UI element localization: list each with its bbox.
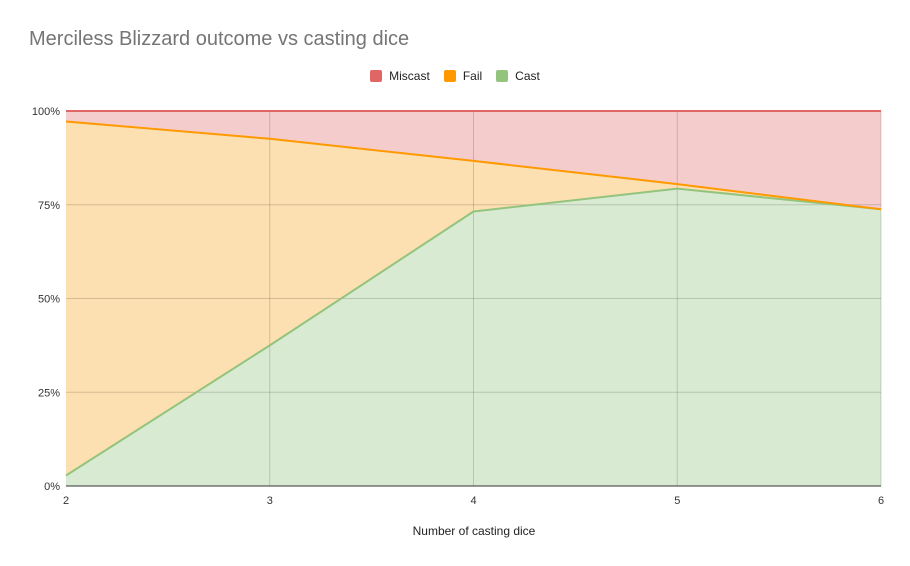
legend: Miscast Fail Cast [0, 69, 910, 83]
legend-swatch-miscast [370, 70, 383, 82]
legend-item-miscast[interactable]: Miscast [370, 69, 430, 83]
legend-item-fail[interactable]: Fail [443, 69, 483, 83]
legend-label-miscast: Miscast [389, 69, 430, 83]
x-tick-label: 6 [878, 495, 884, 507]
y-tick-label: 50% [38, 294, 60, 306]
legend-label-cast: Cast [515, 69, 540, 83]
legend-swatch-fail [443, 70, 456, 82]
x-tick-label: 4 [470, 495, 476, 507]
y-tick-label: 0% [44, 481, 60, 493]
y-tick-label: 100% [32, 106, 60, 118]
area-cast [66, 188, 881, 486]
x-tick-label: 2 [63, 495, 69, 507]
x-tick-label: 5 [674, 495, 680, 507]
legend-swatch-cast [496, 70, 509, 82]
area-fail [66, 121, 881, 476]
legend-item-cast[interactable]: Cast [496, 69, 540, 83]
chart-title: Merciless Blizzard outcome vs casting di… [29, 28, 410, 50]
legend-label-fail: Fail [462, 69, 483, 83]
y-tick-label: 75% [38, 200, 60, 212]
series-line-cast [65, 187, 882, 477]
x-axis-title: Number of casting dice [413, 524, 536, 538]
x-tick-label: 3 [267, 495, 273, 507]
y-tick-label: 25% [38, 387, 60, 399]
series-line-fail [65, 120, 882, 211]
